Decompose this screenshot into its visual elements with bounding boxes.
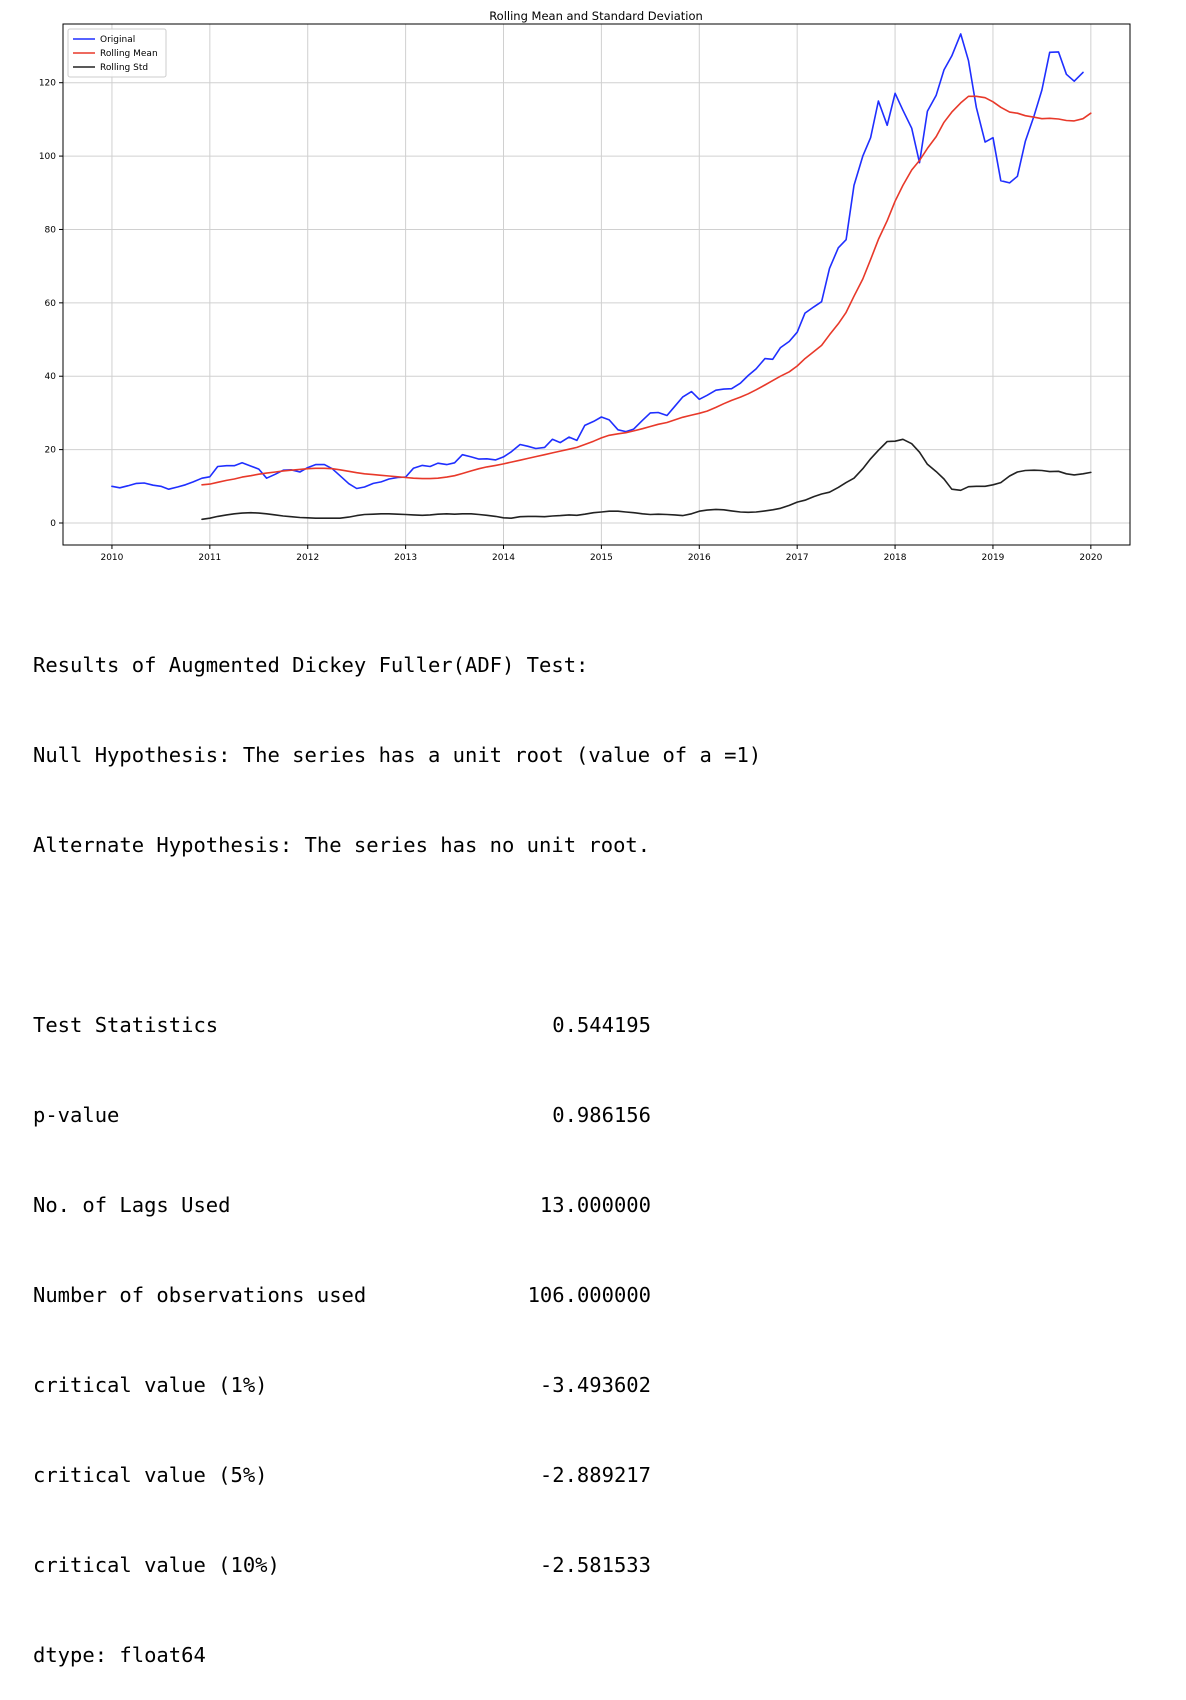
series-line-original	[111, 33, 1084, 490]
x-tick-label: 2018	[884, 553, 907, 560]
y-tick-label: 0	[50, 519, 56, 529]
legend-label: Rolling Mean	[100, 49, 158, 59]
output-row: Test Statistics 0.544195	[33, 1010, 933, 1040]
series-line-rolling-std	[201, 438, 1092, 521]
output-row-value: 106.000000	[527, 1283, 651, 1307]
y-tick-label: 60	[45, 299, 57, 309]
output-row-label: No. of Lags Used	[33, 1193, 231, 1217]
adf-output: Results of Augmented Dickey Fuller(ADF) …	[33, 590, 933, 1700]
output-row-label: critical value (5%)	[33, 1463, 268, 1487]
output-row-label: critical value (10%)	[33, 1553, 280, 1577]
x-tick-label: 2012	[296, 553, 319, 560]
y-tick-label: 120	[39, 79, 56, 89]
chart-svg: Rolling Mean and Standard Deviation 2010…	[39, 9, 1131, 560]
x-tick-label: 2014	[492, 553, 515, 560]
output-header-line: Results of Augmented Dickey Fuller(ADF) …	[33, 653, 589, 677]
output-row: Number of observations used 106.000000	[33, 1280, 933, 1310]
x-tick-label: 2016	[688, 553, 711, 560]
y-tick-label: 40	[45, 372, 57, 382]
legend-label: Original	[100, 35, 135, 45]
output-row-value: 0.544195	[552, 1013, 651, 1037]
x-tick-label: 2011	[198, 553, 221, 560]
output-row-label: Number of observations used	[33, 1283, 367, 1307]
plot-frame	[62, 23, 1131, 546]
output-row-label: critical value (1%)	[33, 1373, 268, 1397]
output-row-label: p-value	[33, 1103, 120, 1127]
output-row: critical value (5%) -2.889217	[33, 1460, 933, 1490]
output-row-value: 0.986156	[552, 1103, 651, 1127]
y-tick-label: 80	[45, 225, 57, 235]
x-tick-label: 2010	[100, 553, 123, 560]
output-row-value: 13.000000	[539, 1193, 651, 1217]
output-row-value: -2.581533	[539, 1553, 651, 1577]
legend-box	[67, 28, 167, 78]
output-dtype-line: dtype: float64	[33, 1643, 206, 1667]
rolling-stats-chart: Rolling Mean and Standard Deviation 2010…	[0, 0, 1186, 560]
output-header-line: Alternate Hypothesis: The series has no …	[33, 833, 651, 857]
y-tick-label: 100	[39, 152, 56, 162]
legend-label: Rolling Std	[100, 63, 148, 73]
x-tick-label: 2013	[394, 553, 417, 560]
output-row-value: -2.889217	[539, 1463, 651, 1487]
x-tick-label: 2019	[982, 553, 1005, 560]
output-row: p-value 0.986156	[33, 1100, 933, 1130]
legend: Original Rolling Mean Rolling Std	[67, 28, 167, 78]
output-row: critical value (1%) -3.493602	[33, 1370, 933, 1400]
output-row: critical value (10%) -2.581533	[33, 1550, 933, 1580]
x-tick-label: 2020	[1079, 553, 1102, 560]
y-tick-label: 20	[45, 446, 57, 456]
output-blank-line	[33, 920, 933, 950]
output-row: No. of Lags Used 13.000000	[33, 1190, 933, 1220]
x-tick-label: 2017	[786, 553, 809, 560]
output-header-line: Null Hypothesis: The series has a unit r…	[33, 743, 762, 767]
x-tick-label: 2015	[590, 553, 613, 560]
output-row-value: -3.493602	[539, 1373, 651, 1397]
series-line-rolling-mean	[201, 95, 1092, 486]
chart-title: Rolling Mean and Standard Deviation	[489, 9, 703, 23]
output-row-label: Test Statistics	[33, 1013, 219, 1037]
